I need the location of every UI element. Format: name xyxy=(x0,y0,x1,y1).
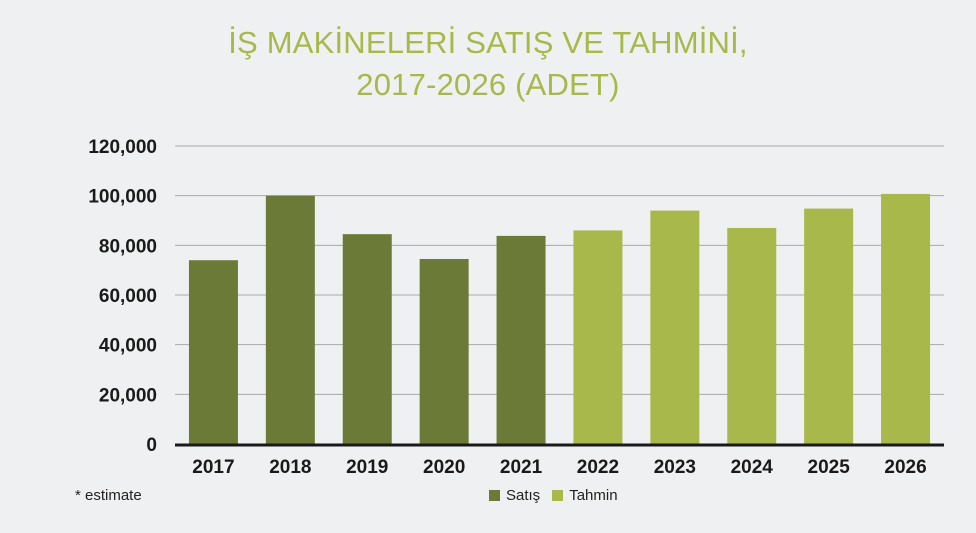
legend-label-satis: Satış xyxy=(506,487,541,504)
bar xyxy=(804,208,854,444)
x-tick-label: 2023 xyxy=(654,457,696,478)
x-tick-label: 2020 xyxy=(423,457,465,478)
bar xyxy=(881,193,931,444)
x-tick-label: 2018 xyxy=(269,457,311,478)
x-tick-label: 2022 xyxy=(577,457,619,478)
legend-item-tahmin: Tahmin xyxy=(552,487,618,504)
y-tick-label: 0 xyxy=(146,435,157,456)
x-tick-label: 2026 xyxy=(884,457,926,478)
bar xyxy=(419,258,469,444)
chart-title-line-1: İŞ MAKİNELERİ SATIŞ VE TAHMİNİ, xyxy=(228,25,748,60)
y-tick-label: 120,000 xyxy=(88,137,157,158)
legend: Satış Tahmin xyxy=(489,487,630,504)
legend-item-satis: Satış xyxy=(489,487,540,504)
footnote: * estimate xyxy=(75,487,142,504)
y-tick-label: 80,000 xyxy=(99,236,157,257)
bar xyxy=(188,260,238,444)
y-tick-label: 20,000 xyxy=(99,385,157,406)
y-tick-label: 40,000 xyxy=(99,336,157,357)
chart-title: İŞ MAKİNELERİ SATIŞ VE TAHMİNİ, 2017-202… xyxy=(0,22,976,106)
bar xyxy=(573,230,623,444)
x-tick-label: 2021 xyxy=(500,457,543,478)
x-tick-label: 2024 xyxy=(731,457,774,478)
bar xyxy=(265,195,315,444)
legend-label-tahmin: Tahmin xyxy=(569,487,618,504)
legend-swatch-tahmin xyxy=(552,490,564,501)
bar xyxy=(650,210,700,444)
x-tick-label: 2017 xyxy=(192,457,234,478)
bar xyxy=(342,234,392,444)
y-tick-label: 100,000 xyxy=(88,187,157,208)
y-tick-label: 60,000 xyxy=(99,286,157,307)
legend-swatch-satis xyxy=(489,490,500,501)
chart-title-line-2: 2017-2026 (ADET) xyxy=(356,67,620,102)
bar xyxy=(727,227,777,444)
bar xyxy=(496,235,546,444)
x-tick-label: 2025 xyxy=(808,457,851,478)
x-tick-label: 2019 xyxy=(346,457,388,478)
